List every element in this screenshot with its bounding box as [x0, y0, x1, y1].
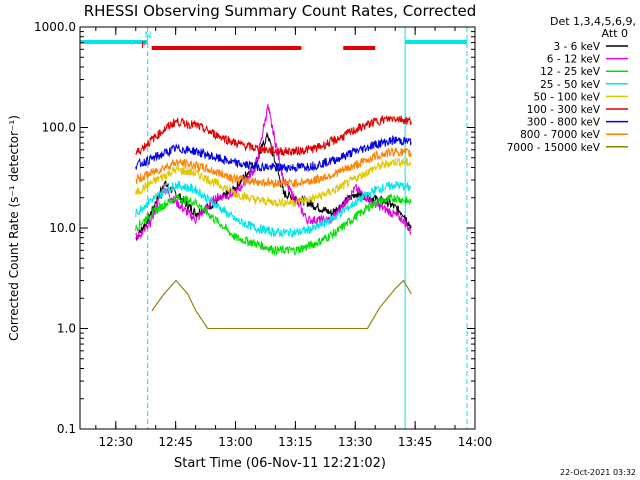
flag-f-label: F: [141, 41, 146, 51]
legend-label-5: 50 - 100 keV: [533, 91, 600, 103]
x-tick-label-7: 14:00: [458, 435, 493, 449]
flag-n-label: N: [145, 31, 152, 41]
footer-timestamp: 22-Oct-2021 03:32: [560, 468, 636, 477]
legend-title-line-1: Det 1,3,4,5,6,9,: [550, 15, 636, 28]
legend-label-1: 3 - 6 keV: [553, 41, 600, 53]
series-50-100-kev: [135, 157, 412, 208]
series-layer: [135, 104, 412, 329]
y-tick-label-2: 1.0: [57, 322, 76, 336]
series-7000-15000-kev: [151, 280, 412, 329]
legend-label-6: 100 - 300 keV: [527, 104, 601, 116]
legend-label-7: 300 - 800 keV: [527, 117, 601, 129]
series-800-7000-kev: [135, 146, 412, 189]
legend-label-9: 7000 - 15000 keV: [507, 142, 601, 154]
x-tick-label-6: 13:45: [398, 435, 433, 449]
legend-title-line-2: Att 0: [602, 27, 628, 40]
series-12-25-kev: [135, 193, 412, 257]
x-tick-label-3: 13:00: [218, 435, 253, 449]
legend-label-4: 25 - 50 keV: [540, 79, 601, 91]
legend-label-3: 12 - 25 keV: [540, 66, 601, 78]
x-tick-label-1: 12:30: [98, 435, 133, 449]
y-tick-label-5: 1000.0: [34, 20, 76, 34]
y-tick-label-1: 0.1: [57, 422, 76, 436]
series-25-50-kev: [135, 180, 412, 238]
legend-label-2: 6 - 12 keV: [547, 54, 601, 66]
y-tick-label-4: 100.0: [42, 121, 76, 135]
x-axis: 12:30 12:45 13:00 13:15 13:30 13:45 14:00: [95, 27, 493, 449]
x-tick-label-4: 13:15: [278, 435, 313, 449]
y-axis: 0.1 1.0 10.0 100.0 1000.0: [34, 20, 475, 436]
chart-title: RHESSI Observing Summary Count Rates, Co…: [84, 2, 477, 20]
x-axis-label: Start Time (06-Nov-11 12:21:02): [174, 456, 386, 471]
x-tick-label-5: 13:30: [338, 435, 373, 449]
series-300-800-kev: [135, 134, 412, 174]
y-axis-label: Corrected Count Rate (s⁻¹ detector⁻¹): [7, 115, 21, 341]
legend-label-8: 800 - 7000 keV: [520, 129, 601, 141]
x-tick-label-2: 12:45: [158, 435, 193, 449]
flag-bars: NF: [80, 31, 468, 51]
y-tick-label-3: 10.0: [49, 221, 76, 235]
series-100-300-kev: [135, 114, 412, 157]
